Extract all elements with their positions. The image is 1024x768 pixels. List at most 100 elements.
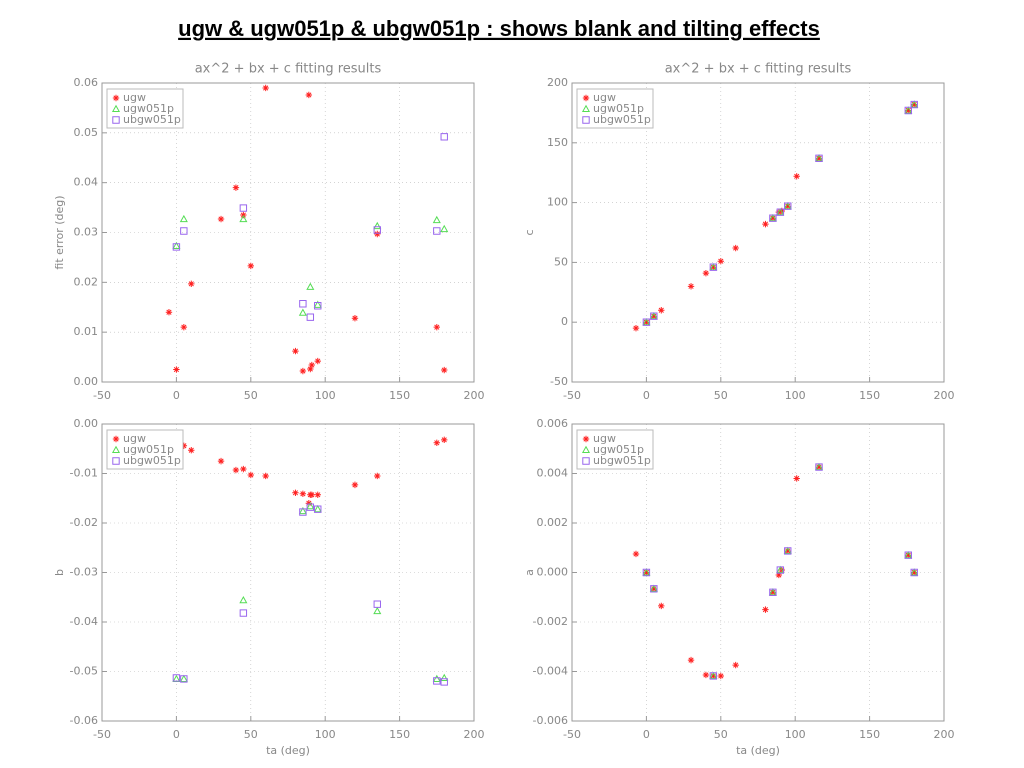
panel: -50 0 50 100 150 200 -0.006 -0.004 -0.002 0.000 0.… (523, 417, 955, 757)
data-point (815, 154, 823, 163)
y-tick-label: 0.00 (74, 375, 99, 388)
data-point (776, 566, 785, 574)
data-point (910, 568, 918, 577)
x-tick-label: 0 (173, 728, 180, 741)
data-point (433, 323, 440, 331)
y-tick-label: 0.006 (537, 417, 569, 430)
legend-label: ugw (593, 91, 616, 104)
legend-label: ugw (123, 91, 146, 104)
legend-label: ugw (123, 432, 146, 445)
data-point (784, 202, 791, 210)
data-point (239, 214, 248, 223)
data-point (814, 462, 824, 471)
data-point (232, 466, 240, 474)
data-point (440, 224, 449, 233)
data-point (247, 262, 254, 270)
data-point (262, 84, 269, 92)
legend-marker (112, 94, 120, 102)
data-point (710, 263, 717, 271)
data-point (307, 365, 314, 373)
data-point (433, 439, 440, 447)
data-point (732, 661, 739, 669)
data-point (441, 436, 448, 444)
data-point (306, 501, 315, 510)
data-point (642, 318, 651, 326)
axis-box (571, 82, 945, 383)
y-tick-label: -0.002 (533, 615, 568, 628)
data-point (432, 215, 441, 224)
data-point (188, 447, 195, 454)
data-point (784, 202, 792, 210)
x-tick-label: 50 (714, 728, 728, 741)
data-point (440, 673, 449, 681)
data-point (709, 262, 718, 271)
data-point (904, 106, 912, 115)
data-point (709, 671, 718, 680)
x-axis-label: ta (deg) (736, 744, 780, 757)
x-tick-label: 100 (785, 728, 806, 741)
y-tick-label: -0.03 (70, 566, 98, 579)
data-point (306, 503, 315, 511)
data-point (299, 367, 307, 375)
data-point (650, 585, 658, 593)
y-axis-label: c (523, 229, 536, 235)
panel-title: ax^2 + bx + c fitting results (195, 62, 382, 77)
y-tick-label: -0.006 (533, 714, 568, 727)
data-point (649, 311, 658, 320)
data-point (314, 491, 321, 498)
data-point (642, 568, 651, 576)
legend-label: ubgw051p (123, 113, 181, 126)
data-point (775, 571, 783, 579)
data-point (308, 361, 316, 369)
y-tick-label: 0.00 (74, 417, 99, 430)
data-point (769, 214, 777, 222)
data-point (351, 481, 359, 489)
data-point (642, 568, 651, 577)
data-point (658, 307, 665, 314)
data-point (217, 215, 225, 223)
data-point (351, 315, 359, 322)
data-point (179, 214, 188, 223)
data-point (172, 674, 181, 682)
data-point (180, 323, 188, 331)
legend-label: ugw (593, 432, 616, 445)
y-tick-label: 200 (547, 76, 568, 89)
x-tick-label: 50 (244, 728, 258, 741)
data-point (702, 269, 710, 277)
data-point (292, 347, 299, 355)
y-tick-label: 0.03 (74, 226, 99, 239)
data-point (173, 366, 180, 373)
x-tick-label: 50 (244, 389, 258, 402)
y-tick-label: 0.04 (74, 176, 99, 189)
y-tick-label: 0.05 (74, 126, 99, 139)
data-point (649, 584, 658, 592)
y-axis-label: a (523, 569, 536, 576)
legend-label: ugw051p (123, 102, 174, 115)
legend-marker (111, 445, 121, 454)
x-tick-label: 200 (934, 389, 955, 402)
data-point (905, 551, 912, 559)
data-point (308, 491, 316, 498)
data-point (687, 283, 695, 290)
y-tick-label: 0.02 (74, 275, 99, 288)
data-point (373, 600, 381, 608)
data-point (784, 547, 791, 555)
data-point (815, 463, 823, 471)
panel: -50 0 50 100 150 200 0.00 0.01 0.02 0.03 0.04 0.05 0… (53, 62, 485, 403)
legend-label: ugw051p (593, 102, 644, 115)
data-point (793, 475, 800, 482)
legend-marker (111, 104, 121, 113)
data-point (306, 313, 315, 321)
y-axis-label: fit error (deg) (53, 195, 66, 269)
legend-marker (582, 457, 590, 465)
data-point (374, 230, 381, 238)
legend-label: ubgw051p (593, 454, 651, 467)
data-point (650, 312, 658, 320)
panel: -50 0 50 100 150 200 -0.06 -0.05 -0.04 -0.03 -0.02… (53, 417, 485, 757)
data-point (373, 226, 381, 234)
x-tick-label: -50 (563, 389, 581, 402)
